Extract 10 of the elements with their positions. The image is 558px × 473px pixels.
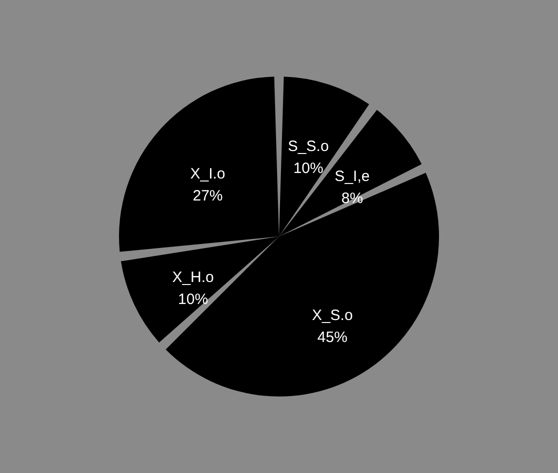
slice-label: X_I.o	[190, 166, 226, 183]
data-label: 8%	[341, 190, 364, 207]
data-label: 10%	[293, 160, 324, 178]
data-label: 27%	[192, 188, 223, 205]
data-label: 10%	[178, 290, 208, 308]
slice-label: X_S.o	[312, 307, 353, 324]
slice-label: S_S.o	[288, 138, 329, 156]
data-label: 45%	[317, 329, 348, 346]
slice-label: S_I,e	[334, 168, 370, 185]
slice-label: X_H.o	[172, 268, 214, 286]
